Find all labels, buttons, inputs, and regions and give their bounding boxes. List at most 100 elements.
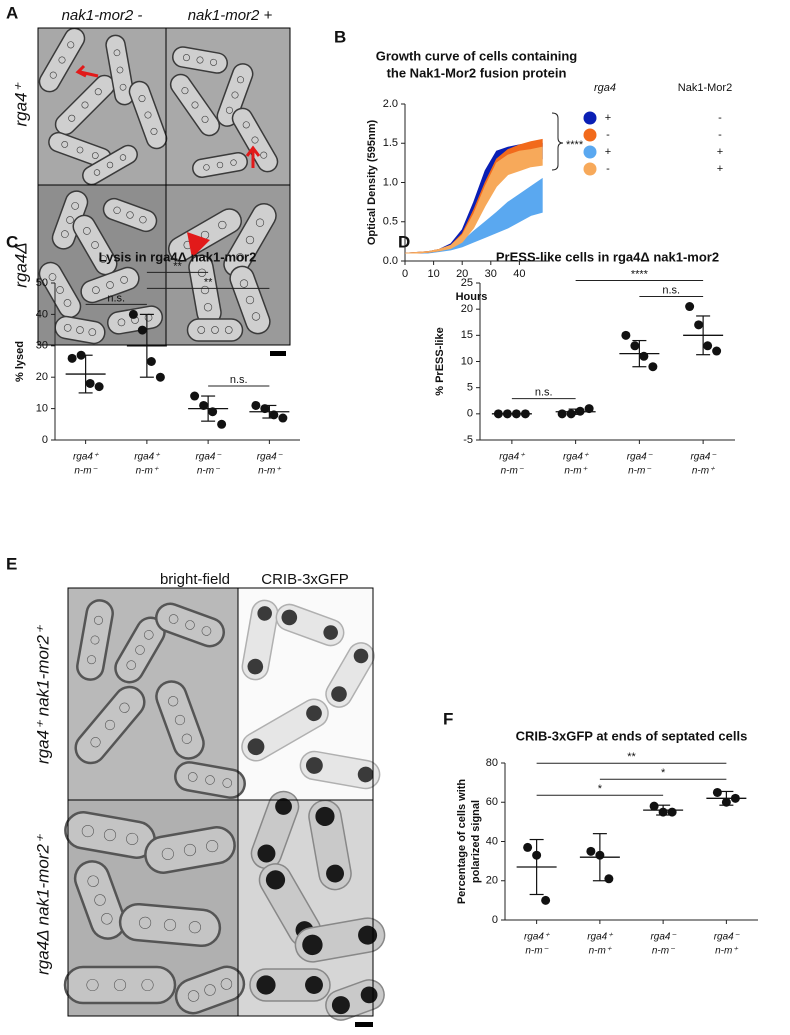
x-tick-label: n-m⁺ [589, 946, 612, 957]
vacuole [224, 326, 233, 334]
legend-header: rga4 [594, 82, 616, 94]
vacuole [144, 111, 152, 119]
chart-title: the Nak1-Mor2 fusion protein [387, 65, 567, 80]
legend-entry: - [718, 112, 722, 124]
scale-bar [355, 1022, 373, 1027]
cell-body [105, 34, 135, 106]
data-point [217, 419, 227, 429]
cell [155, 680, 205, 760]
data-point [67, 353, 77, 363]
y-tick-label: 1.0 [383, 176, 398, 188]
cell [186, 318, 244, 342]
legend-entry: + [717, 146, 723, 158]
cell [231, 107, 279, 173]
cell [169, 73, 221, 137]
vacuole [203, 303, 213, 312]
cell [325, 642, 375, 708]
vacuole [150, 127, 158, 135]
y-tick-label: 80 [486, 757, 498, 769]
image-frame [67, 587, 374, 1017]
vacuole [196, 56, 204, 64]
vacuole [90, 635, 100, 645]
cell [172, 46, 228, 74]
cell-spot [305, 757, 323, 774]
vacuole [201, 115, 209, 123]
cell-body [172, 46, 228, 74]
cell-body [107, 305, 163, 335]
panel-label: E [6, 554, 17, 573]
significance-label: n.s. [535, 387, 553, 399]
row-label: rga4Δ nak1-mor2⁺ [33, 833, 52, 975]
vacuole [230, 159, 237, 166]
vacuole [197, 326, 206, 334]
vacuole [185, 620, 195, 630]
arrowhead [187, 232, 210, 258]
vacuole [81, 101, 89, 109]
x-tick-label: rga4⁺ [587, 932, 613, 943]
chart-title: PrESS-like cells in rga4Δ nak1-mor2 [496, 249, 719, 264]
vacuole [135, 645, 145, 655]
cell-spot [331, 686, 347, 702]
cell [275, 603, 345, 647]
y-tick-label: 0 [42, 434, 48, 446]
y-tick-label: 2.0 [383, 98, 398, 110]
vacuole [71, 202, 79, 210]
vacuole [141, 978, 154, 992]
x-tick-label: rga4⁺ [563, 452, 589, 463]
cell-spot [256, 975, 276, 995]
cell [249, 968, 331, 1002]
data-point [146, 357, 156, 366]
vacuole [191, 101, 199, 109]
vacuole [126, 660, 137, 670]
vacuole [113, 49, 121, 57]
legend-entry: + [605, 146, 611, 158]
cell [73, 860, 127, 940]
vacuole [91, 241, 99, 249]
significance-label: n.s. [230, 374, 248, 386]
vacuole [66, 216, 74, 224]
cell [241, 698, 329, 762]
cell-body [186, 318, 244, 342]
y-tick-label: 20 [36, 371, 48, 383]
error-bar [262, 404, 277, 419]
vacuole [91, 152, 99, 159]
vacuole [92, 286, 100, 294]
cell [174, 965, 246, 1015]
vacuole [245, 295, 255, 305]
y-tick-label: 10 [461, 355, 473, 367]
cell [107, 305, 163, 335]
data-point [128, 309, 138, 319]
vacuole [81, 825, 94, 838]
x-tick-label: n-m⁻ [74, 466, 97, 477]
cell-spot [315, 806, 335, 827]
vacuole [235, 253, 245, 262]
cell [299, 750, 381, 790]
x-tick-label: n-m⁻ [525, 946, 548, 957]
vacuole [94, 894, 106, 906]
vacuole [237, 76, 245, 84]
cell [308, 799, 352, 891]
vacuole [126, 832, 139, 845]
cell [76, 599, 114, 681]
legend-entry: - [606, 163, 610, 175]
y-axis-label: % lysed [14, 341, 26, 382]
vacuole [218, 220, 227, 230]
y-axis-label: Optical Density (595nm) [366, 120, 378, 246]
cell [80, 266, 140, 304]
x-tick-label: rga4⁻ [714, 932, 740, 943]
cell-spot [323, 625, 338, 640]
data-point [523, 842, 533, 852]
significance-bracket [551, 112, 564, 171]
vacuole [63, 324, 72, 332]
cell [74, 685, 146, 765]
data-point [604, 874, 614, 884]
legend-swatch [583, 111, 597, 125]
vacuole [94, 88, 102, 96]
cell-spot [305, 976, 323, 994]
vacuole [187, 990, 200, 1002]
row-label: rga4⁺ [11, 81, 30, 126]
vacuole [220, 978, 233, 990]
cell [155, 602, 225, 648]
cell [229, 265, 271, 335]
cell-body [169, 73, 221, 137]
